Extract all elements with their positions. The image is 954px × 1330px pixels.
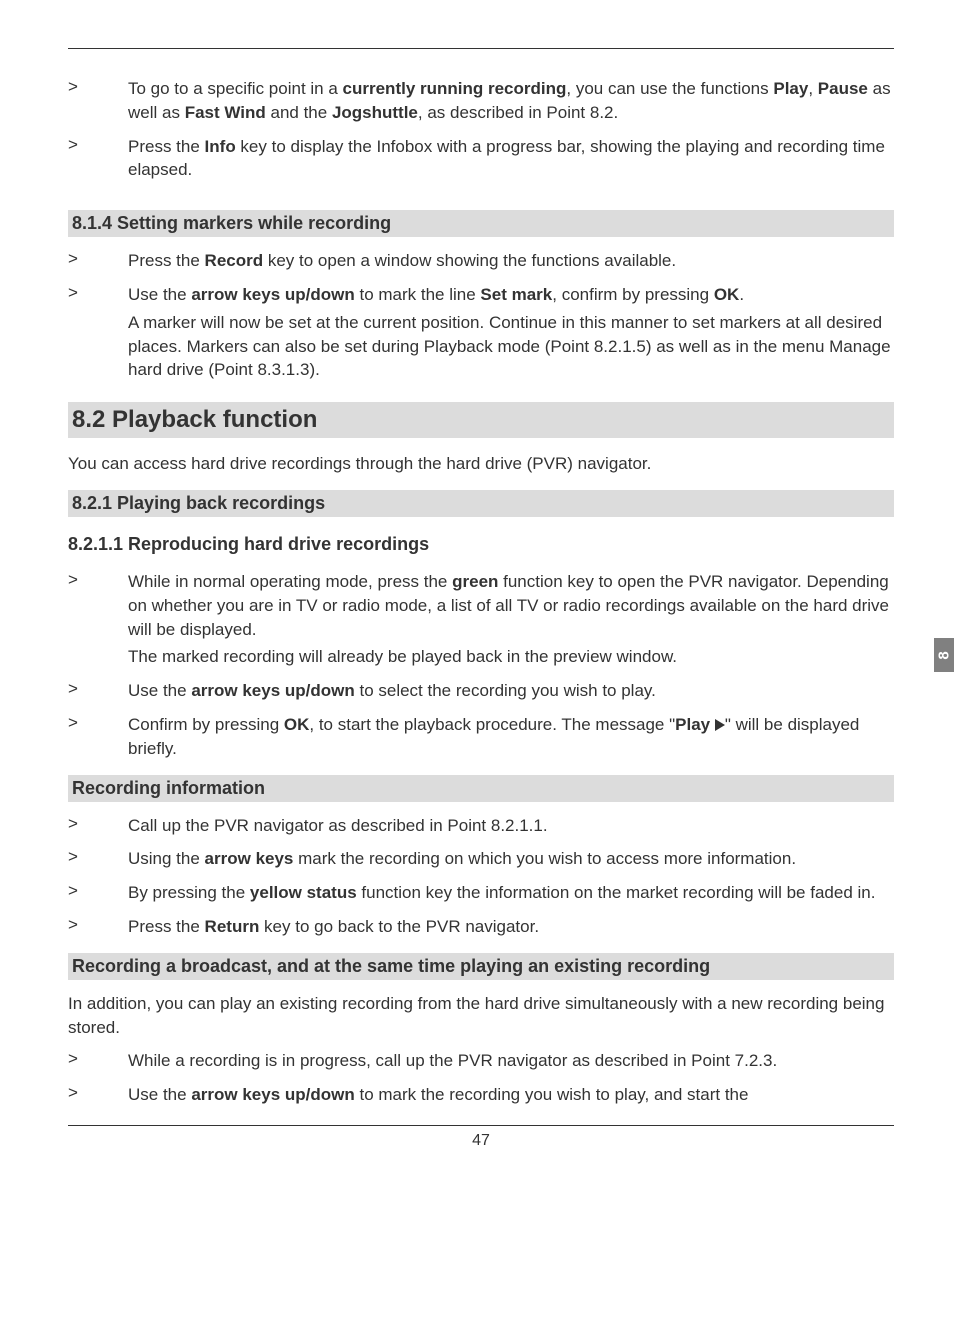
heading-recording-info: Recording information (68, 775, 894, 802)
list-item: >Call up the PVR navigator as described … (68, 814, 894, 838)
list-body: Use the arrow keys up/down to mark the r… (128, 1083, 894, 1107)
list-item: >To go to a specific point in a currentl… (68, 77, 894, 125)
list-body: To go to a specific point in a currently… (128, 77, 894, 125)
heading-8-2: 8.2 Playback function (68, 402, 894, 438)
list-item: >While a recording is in progress, call … (68, 1049, 894, 1073)
sec-recording-info-list: >Call up the PVR navigator as described … (68, 814, 894, 939)
list-body: Using the arrow keys mark the recording … (128, 847, 894, 871)
list-marker: > (68, 713, 128, 761)
list-marker: > (68, 1083, 128, 1107)
list-body: Call up the PVR navigator as described i… (128, 814, 894, 838)
list-marker: > (68, 570, 128, 669)
list-body: Confirm by pressing OK, to start the pla… (128, 713, 894, 761)
heading-8-2-1-1: 8.2.1.1 Reproducing hard drive recording… (68, 531, 894, 558)
list-item: >Use the arrow keys up/down to mark the … (68, 1083, 894, 1107)
para-recording-broadcast: In addition, you can play an existing re… (68, 992, 894, 1040)
sec-8-1-4-list: >Press the Record key to open a window s… (68, 249, 894, 382)
list-body: By pressing the yellow status function k… (128, 881, 894, 905)
list-marker: > (68, 881, 128, 905)
list-item: >Press the Info key to display the Infob… (68, 135, 894, 183)
list-marker: > (68, 249, 128, 273)
top-rule (68, 48, 894, 49)
heading-8-1-4: 8.1.4 Setting markers while recording (68, 210, 894, 237)
list-item: >Use the arrow keys up/down to mark the … (68, 283, 894, 382)
list-marker: > (68, 77, 128, 125)
list-item: >Press the Return key to go back to the … (68, 915, 894, 939)
list-item: >Use the arrow keys up/down to select th… (68, 679, 894, 703)
list-body: Press the Record key to open a window sh… (128, 249, 894, 273)
list-marker: > (68, 1049, 128, 1073)
para-8-2-intro: You can access hard drive recordings thr… (68, 452, 894, 476)
heading-8-2-1: 8.2.1 Playing back recordings (68, 490, 894, 517)
list-body: Press the Info key to display the Infobo… (128, 135, 894, 183)
list-item: >By pressing the yellow status function … (68, 881, 894, 905)
list-body: Use the arrow keys up/down to mark the l… (128, 283, 894, 382)
list-item: >Using the arrow keys mark the recording… (68, 847, 894, 871)
intro-list: >To go to a specific point in a currentl… (68, 77, 894, 182)
list-marker: > (68, 915, 128, 939)
list-body: Press the Return key to go back to the P… (128, 915, 894, 939)
sec-recording-broadcast-list: >While a recording is in progress, call … (68, 1049, 894, 1107)
list-body: Use the arrow keys up/down to select the… (128, 679, 894, 703)
page-number: 47 (68, 1125, 894, 1150)
sec-8-2-1-1-list: >While in normal operating mode, press t… (68, 570, 894, 761)
heading-recording-broadcast: Recording a broadcast, and at the same t… (68, 953, 894, 980)
list-item: >While in normal operating mode, press t… (68, 570, 894, 669)
list-marker: > (68, 283, 128, 382)
list-item: >Confirm by pressing OK, to start the pl… (68, 713, 894, 761)
list-marker: > (68, 679, 128, 703)
chapter-tab: 8 (934, 638, 954, 672)
manual-page: >To go to a specific point in a currentl… (0, 0, 954, 1330)
list-marker: > (68, 814, 128, 838)
list-body: While in normal operating mode, press th… (128, 570, 894, 669)
list-body: While a recording is in progress, call u… (128, 1049, 894, 1073)
list-item: >Press the Record key to open a window s… (68, 249, 894, 273)
chapter-tab-label: 8 (936, 651, 953, 659)
list-marker: > (68, 135, 128, 183)
list-marker: > (68, 847, 128, 871)
